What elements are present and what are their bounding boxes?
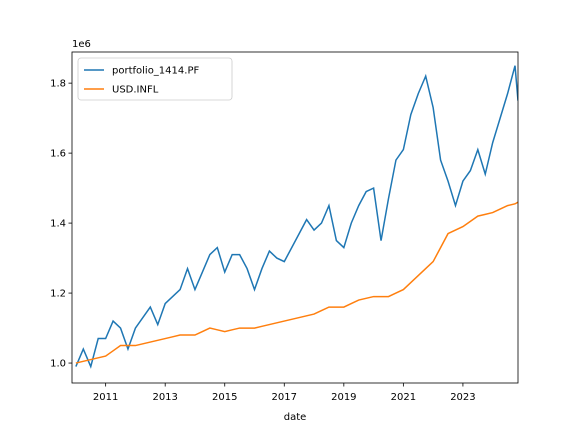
y-tick-label: 1.0	[50, 359, 66, 370]
x-axis-label: date	[284, 412, 307, 423]
y-tick-label: 1.6	[50, 149, 66, 160]
offset-text: 1e6	[72, 39, 91, 50]
x-tick-label: 2011	[93, 392, 118, 403]
y-tick-label: 1.8	[50, 79, 66, 90]
legend-box	[77, 57, 233, 101]
y-tick-label: 1.4	[50, 219, 66, 230]
legend-label: portfolio_1414.PF	[112, 66, 199, 77]
series-line	[75, 201, 518, 364]
x-tick-label: 2015	[212, 392, 237, 403]
plot-frame	[71, 51, 519, 384]
x-tick-label: 2021	[391, 392, 416, 403]
x-tick-label: 2023	[450, 392, 475, 403]
y-tick-label: 1.2	[50, 289, 66, 300]
x-tick-label: 2017	[272, 392, 297, 403]
x-tick-label: 2013	[152, 392, 177, 403]
x-tick-label: 2019	[331, 392, 356, 403]
legend-label: USD.INFL	[112, 85, 159, 96]
series-line	[75, 65, 518, 369]
